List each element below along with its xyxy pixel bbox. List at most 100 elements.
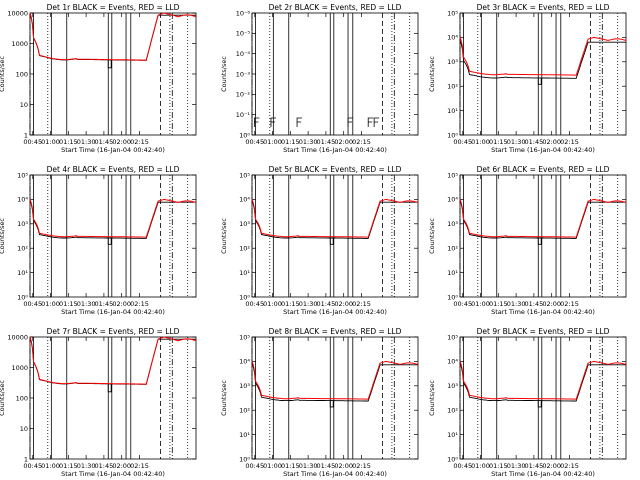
events-series-line [459, 362, 626, 402]
x-tick-label: 01:30 [77, 138, 96, 146]
x-tick-label: 01:30 [299, 300, 318, 308]
y-tick-label: 10⁵ [239, 333, 250, 341]
y-tick-label: 1 [24, 131, 28, 139]
x-tick-label: 01:15 [281, 300, 300, 308]
y-tick-label: 10² [17, 245, 28, 253]
x-tick-label: 01:45 [525, 300, 544, 308]
x-tick-label: 01:15 [281, 462, 300, 470]
x-tick-label: 01:00 [41, 300, 60, 308]
y-tick-label: 10¹ [447, 107, 458, 115]
y-tick-label: 10⁴ [447, 196, 458, 204]
x-tick-label: 01:00 [263, 462, 282, 470]
events-series-line [251, 362, 418, 402]
y-tick-label: 10¹ [447, 269, 458, 277]
y-tick-label: 10⁵ [239, 171, 250, 179]
x-tick-label: 00:45 [453, 300, 472, 308]
x-tick-label: 00:45 [245, 462, 264, 470]
y-tick-label: 10⁻⁶ [236, 9, 251, 17]
data-gap-dip [107, 383, 112, 393]
x-tick-label: 01:30 [77, 462, 96, 470]
y-tick-label: 10¹ [239, 269, 250, 277]
y-tick-label: 10³ [239, 220, 250, 228]
y-tick-label: 10⁻¹ [236, 111, 251, 119]
lld-series-line [459, 36, 627, 76]
x-tick-label: 02:15 [130, 138, 149, 146]
x-tick-label: 01:45 [317, 462, 336, 470]
x-axis-label: Start Time (16-Jan-04 00:42:40) [61, 470, 165, 478]
chart-panel-5: Det 5r BLACK = Events, RED = LLD 10⁰ 10¹ 10… [220, 165, 419, 316]
x-tick-label: 01:30 [77, 300, 96, 308]
y-tick-label: 10000 [7, 9, 28, 17]
x-tick-label: 01:15 [59, 462, 78, 470]
y-tick-label: 10⁻² [236, 91, 251, 99]
x-tick-label: 01:15 [59, 300, 78, 308]
y-axis-label: Counts/sec [0, 218, 6, 254]
y-tick-label: 10⁻⁵ [236, 30, 251, 38]
y-tick-label: 10³ [447, 58, 458, 66]
x-tick-label: 02:00 [542, 300, 561, 308]
y-axis-label: Counts/sec [428, 218, 436, 254]
x-tick-label: 02:00 [112, 462, 131, 470]
y-axis-label: Counts/sec [220, 218, 228, 254]
y-tick-label: 10⁵ [447, 333, 458, 341]
lld-series-line [29, 198, 197, 238]
y-axis-label: Counts/sec [0, 380, 6, 416]
data-gap-dip [329, 400, 334, 408]
x-tick-label: 01:45 [525, 138, 544, 146]
x-tick-label: 02:15 [352, 138, 371, 146]
empty-data-flag [347, 117, 354, 127]
chart-title: Det 6r BLACK = Events, RED = LLD [477, 165, 610, 174]
y-axis-label: Counts/sec [220, 380, 228, 416]
x-tick-label: 01:00 [471, 138, 490, 146]
x-tick-label: 00:45 [23, 138, 42, 146]
lld-series-line [29, 12, 197, 61]
x-axis-label: Start Time (16-Jan-04 00:42:40) [491, 470, 595, 478]
x-tick-label: 00:45 [453, 462, 472, 470]
empty-data-flag [253, 117, 260, 127]
x-tick-label: 01:00 [41, 462, 60, 470]
chart-panel-1: Det 1r BLACK = Events, RED = LLD 1 10 100 10… [0, 3, 197, 154]
y-axis-label: Counts/sec [428, 380, 436, 416]
data-gap-dip [537, 400, 542, 408]
y-tick-label: 10 [20, 425, 28, 433]
x-tick-label: 01:15 [489, 138, 508, 146]
y-tick-label: 10⁵ [447, 171, 458, 179]
x-tick-label: 01:15 [59, 138, 78, 146]
x-axis-label: Start Time (16-Jan-04 00:42:40) [61, 308, 165, 316]
x-tick-label: 01:15 [489, 300, 508, 308]
y-tick-label: 10² [239, 245, 250, 253]
x-tick-label: 02:15 [560, 138, 579, 146]
chart-panel-7: Det 7r BLACK = Events, RED = LLD 1 10 100 10… [0, 327, 197, 478]
y-tick-label: 10⁵ [447, 9, 458, 17]
x-axis-label: Start Time (16-Jan-04 00:42:40) [491, 146, 595, 154]
y-tick-label: 10³ [17, 220, 28, 228]
y-tick-label: 10² [447, 83, 458, 91]
y-tick-label: 10¹ [239, 431, 250, 439]
x-tick-label: 01:30 [299, 462, 318, 470]
y-tick-label: 10⁰ [239, 293, 250, 301]
x-tick-label: 02:00 [334, 462, 353, 470]
data-gap-dip [537, 238, 542, 245]
x-tick-label: 02:15 [130, 462, 149, 470]
x-tick-label: 01:30 [507, 138, 526, 146]
x-axis-label: Start Time (16-Jan-04 00:42:40) [283, 470, 387, 478]
x-tick-label: 01:00 [471, 462, 490, 470]
y-tick-label: 10² [239, 407, 250, 415]
plot-frame [251, 12, 419, 136]
y-tick-label: 10⁻³ [236, 70, 251, 78]
x-tick-label: 02:15 [560, 462, 579, 470]
y-tick-label: 10⁴ [447, 358, 458, 366]
x-tick-label: 00:45 [245, 300, 264, 308]
chart-panel-2: Det 2r BLACK = Events, RED = LLD 10⁰ 10⁻¹ 1… [220, 3, 419, 154]
plot-frame [29, 12, 197, 136]
x-axis-label: Start Time (16-Jan-04 00:42:40) [283, 308, 387, 316]
y-tick-label: 10 [20, 101, 28, 109]
y-tick-label: 10⁵ [17, 171, 28, 179]
data-gap-dip [107, 238, 112, 245]
x-axis-label: Start Time (16-Jan-04 00:42:40) [283, 146, 387, 154]
x-tick-label: 01:00 [263, 300, 282, 308]
x-tick-label: 02:00 [112, 300, 131, 308]
lld-series-line [459, 198, 627, 238]
x-tick-label: 00:45 [23, 300, 42, 308]
